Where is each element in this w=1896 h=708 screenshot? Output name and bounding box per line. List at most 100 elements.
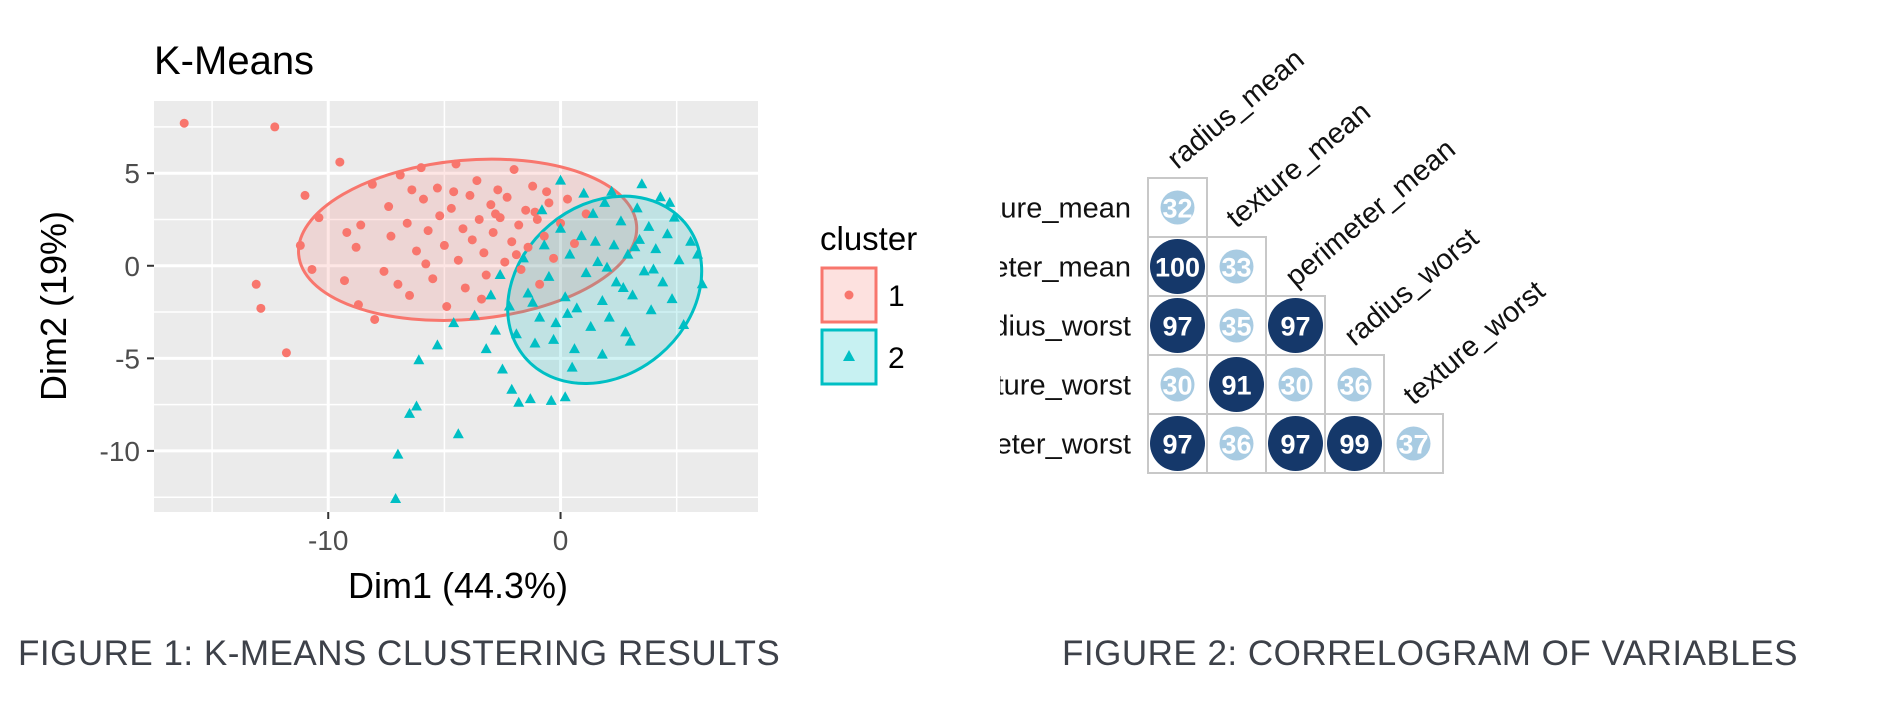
cluster-1-point bbox=[467, 235, 477, 245]
cluster-1-point bbox=[370, 314, 380, 324]
cluster-1-point bbox=[479, 248, 489, 258]
cluster-2-point bbox=[678, 319, 690, 330]
correlation-value: 33 bbox=[1221, 253, 1251, 283]
row-label: radius_worst bbox=[1000, 311, 1131, 343]
cluster-1-point bbox=[407, 185, 417, 195]
row-labels: texture_mean perimeter_mean radius_worstte… bbox=[1000, 193, 1131, 461]
cluster-1-point bbox=[549, 253, 559, 263]
cluster-2-point bbox=[696, 278, 708, 289]
correlation-value: 99 bbox=[1339, 430, 1369, 460]
correlation-value: 97 bbox=[1280, 312, 1310, 342]
cluster-1-point bbox=[402, 218, 412, 228]
cluster-2-point bbox=[534, 311, 546, 322]
cluster-1-point bbox=[514, 220, 524, 230]
cluster-1-point bbox=[516, 264, 526, 274]
correlation-circle bbox=[1150, 239, 1205, 294]
cluster-1-point bbox=[339, 276, 349, 286]
plot-panel bbox=[154, 101, 758, 512]
cluster-2-point bbox=[517, 252, 529, 263]
kmeans-scatter-chart: K-Means 5 0 -5 -10 -10 0 Dim1 (44.3%) Dim2 (… bbox=[33, 39, 917, 606]
cluster-2-point bbox=[629, 241, 641, 252]
correlogram-chart: texture_mean perimeter_mean radius_worstte… bbox=[1000, 43, 1551, 474]
cluster-2-point bbox=[645, 304, 657, 315]
cluster-2-point bbox=[617, 281, 629, 292]
correlation-value: 30 bbox=[1280, 371, 1310, 401]
cluster-2-point bbox=[692, 248, 704, 259]
cluster-2-point bbox=[524, 393, 536, 404]
chart-title: K-Means bbox=[154, 39, 314, 83]
cluster-1-point bbox=[532, 214, 542, 224]
legend-label-2: 2 bbox=[888, 342, 905, 375]
cluster-1-point bbox=[528, 181, 538, 191]
cluster-1-point bbox=[481, 270, 491, 280]
cluster-1-point bbox=[521, 205, 531, 215]
correlation-circle bbox=[1160, 367, 1195, 402]
cluster-2-point bbox=[575, 230, 587, 241]
cluster-1-point bbox=[379, 266, 389, 276]
cluster-2-point bbox=[664, 196, 676, 207]
cluster-1-point bbox=[342, 227, 352, 237]
cluster-1-point bbox=[421, 259, 431, 269]
cluster-1-point bbox=[477, 294, 487, 304]
cluster-1-point bbox=[393, 279, 403, 289]
cluster-1-point bbox=[453, 255, 463, 265]
cluster-ellipses bbox=[297, 157, 704, 385]
y-axis-ticks: 5 0 -5 -10 bbox=[100, 158, 154, 467]
cluster-2-point bbox=[543, 270, 555, 281]
cluster-ellipse-2 bbox=[506, 194, 704, 385]
cluster-1-point bbox=[353, 300, 363, 310]
cluster-2-point bbox=[638, 265, 650, 276]
cluster-2-point bbox=[606, 185, 618, 196]
cluster-1-point bbox=[451, 159, 461, 169]
cluster-2-point bbox=[643, 220, 655, 231]
y-tick-label: -10 bbox=[100, 436, 140, 467]
cluster-1-point bbox=[544, 198, 554, 208]
cluster-2-point bbox=[562, 307, 574, 318]
legend-marker-2 bbox=[843, 350, 855, 361]
y-tick-label: 5 bbox=[124, 158, 140, 189]
cluster-1-point bbox=[300, 190, 310, 200]
cluster-2-point bbox=[599, 196, 611, 207]
cluster-1-point bbox=[581, 209, 591, 219]
y-tick-label: 0 bbox=[124, 251, 140, 282]
correlation-circle bbox=[1278, 367, 1313, 402]
correlation-circle bbox=[1396, 426, 1431, 461]
cluster-2-point bbox=[390, 493, 402, 504]
cluster-2-point bbox=[485, 289, 497, 300]
correlation-circle bbox=[1160, 190, 1195, 225]
correlation-circle bbox=[1219, 426, 1254, 461]
cluster-1-point bbox=[412, 246, 422, 256]
cluster-1-point bbox=[367, 179, 377, 189]
cluster-2-point bbox=[578, 187, 590, 198]
cluster-1-point bbox=[500, 257, 510, 267]
cluster-1-point bbox=[179, 118, 189, 128]
cluster-1-point bbox=[395, 170, 405, 180]
cluster-1-point bbox=[423, 226, 433, 236]
cluster-2-point bbox=[538, 239, 550, 250]
correlation-value: 97 bbox=[1162, 430, 1192, 460]
correlation-circle bbox=[1209, 357, 1264, 412]
figure-2-caption: FIGURE 2: CORRELOGRAM OF VARIABLES bbox=[1062, 634, 1798, 673]
cluster-2-point bbox=[522, 287, 534, 298]
cluster-2-point bbox=[555, 222, 567, 233]
cluster-2-point bbox=[647, 263, 659, 274]
correlation-circle bbox=[1219, 308, 1254, 343]
correlation-circle bbox=[1337, 367, 1372, 402]
cluster-2-point bbox=[559, 391, 571, 402]
cluster-2-point bbox=[596, 294, 608, 305]
cluster-1-point bbox=[432, 183, 442, 193]
cluster-2-point bbox=[480, 343, 492, 354]
cluster-1-point bbox=[569, 239, 579, 249]
cluster-1-point bbox=[256, 303, 266, 313]
scatter-points bbox=[179, 118, 708, 504]
correlation-circle bbox=[1268, 416, 1323, 471]
cluster-2-point bbox=[622, 248, 634, 259]
cluster-1-point bbox=[439, 240, 449, 250]
cluster-2-point bbox=[654, 191, 666, 202]
major-grid bbox=[154, 101, 758, 512]
cluster-1-point bbox=[474, 214, 484, 224]
cluster-1-point bbox=[351, 242, 361, 252]
y-tick-label: -5 bbox=[115, 343, 140, 374]
correlogram-cell bbox=[1147, 177, 1208, 238]
correlation-value: 91 bbox=[1221, 371, 1251, 401]
